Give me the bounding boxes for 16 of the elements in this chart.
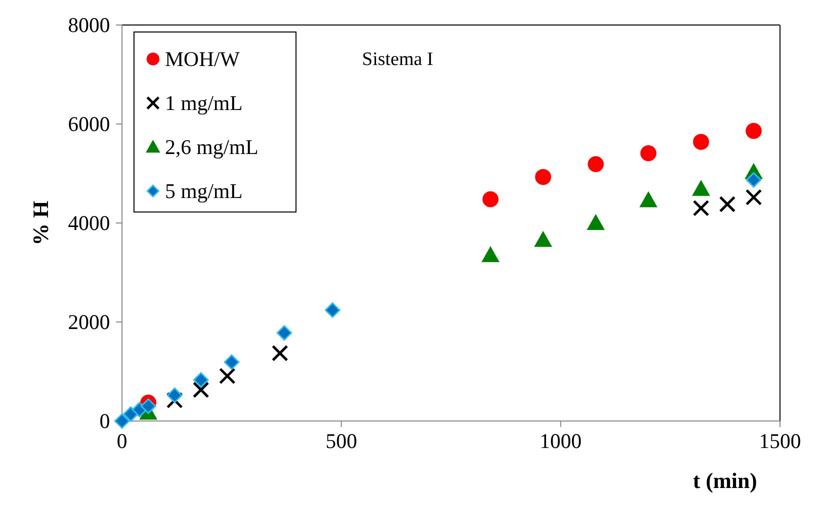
y-axis-title: % H <box>28 200 53 246</box>
x-tick-label: 1000 <box>540 429 582 453</box>
y-tick-label: 8000 <box>68 13 110 37</box>
legend-label: 2,6 mg/mL <box>165 135 258 159</box>
legend-label: 5 mg/mL <box>165 179 243 203</box>
y-tick-label: 2000 <box>68 310 110 334</box>
legend-label: 1 mg/mL <box>165 91 243 115</box>
legend-label: MOH/W <box>165 47 240 71</box>
y-tick-label: 4000 <box>68 211 110 235</box>
x-tick-label: 500 <box>326 429 358 453</box>
x-tick-label: 1500 <box>759 429 801 453</box>
x-tick-label: 0 <box>116 429 128 453</box>
x-axis-title: t (min) <box>692 468 758 493</box>
y-tick-label: 6000 <box>68 112 110 136</box>
y-tick-label: 0 <box>100 409 110 433</box>
annotation: Sistema I <box>362 49 434 70</box>
